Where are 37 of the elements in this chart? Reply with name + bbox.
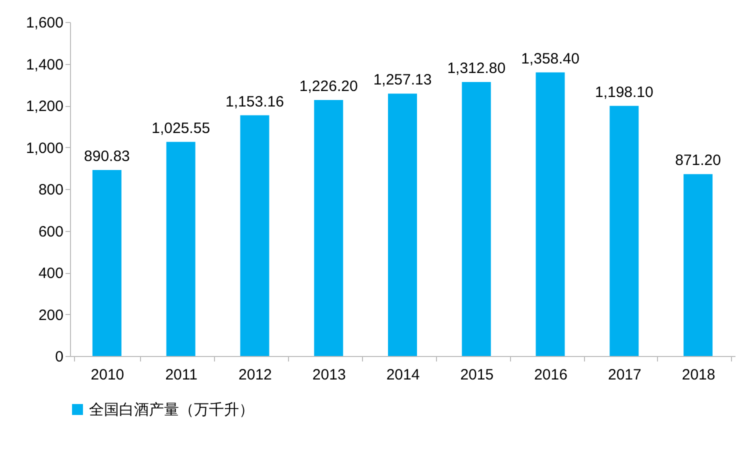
y-tick-label: 0 (55, 348, 64, 366)
bar (388, 94, 417, 356)
y-tick-label: 200 (38, 306, 64, 324)
bar (240, 115, 270, 356)
data-label: 1,198.10 (594, 84, 654, 101)
data-label: 1,257.13 (373, 72, 432, 89)
y-tick-label: 800 (38, 182, 64, 198)
x-tick-label: 2011 (165, 366, 198, 384)
data-label: 1,312.80 (447, 60, 506, 77)
bar (314, 100, 344, 356)
data-label: 890.83 (84, 148, 130, 166)
x-tick-label: 2014 (386, 366, 420, 384)
data-label: 1,153.16 (226, 93, 284, 110)
bar (166, 142, 196, 356)
x-tick-label: 2016 (534, 366, 568, 384)
x-tick-label: 2012 (238, 366, 272, 384)
bar (92, 170, 122, 356)
bar (610, 106, 639, 356)
y-tick-label: 600 (38, 223, 64, 240)
bar (536, 72, 565, 356)
data-label: 871.20 (675, 152, 721, 170)
y-tick-label: 400 (38, 265, 64, 282)
data-label: 1,025.55 (152, 120, 210, 137)
data-label: 1,358.40 (521, 50, 580, 68)
x-tick-label: 2017 (608, 366, 642, 384)
x-tick-label: 2018 (682, 366, 716, 384)
y-tick-label: 1,200 (26, 98, 64, 115)
x-tick-label: 2015 (460, 366, 494, 384)
x-tick-label: 2013 (312, 366, 346, 384)
bar (684, 174, 713, 356)
y-tick-label: 1,400 (26, 56, 64, 74)
data-label: 1,226.20 (299, 78, 358, 96)
legend-label: 全国白酒产量（万千升） (89, 402, 254, 418)
y-tick-label: 1,000 (26, 140, 64, 157)
y-tick-label: 1,600 (26, 14, 64, 32)
bar (462, 82, 491, 356)
x-tick-label: 2010 (90, 366, 124, 384)
